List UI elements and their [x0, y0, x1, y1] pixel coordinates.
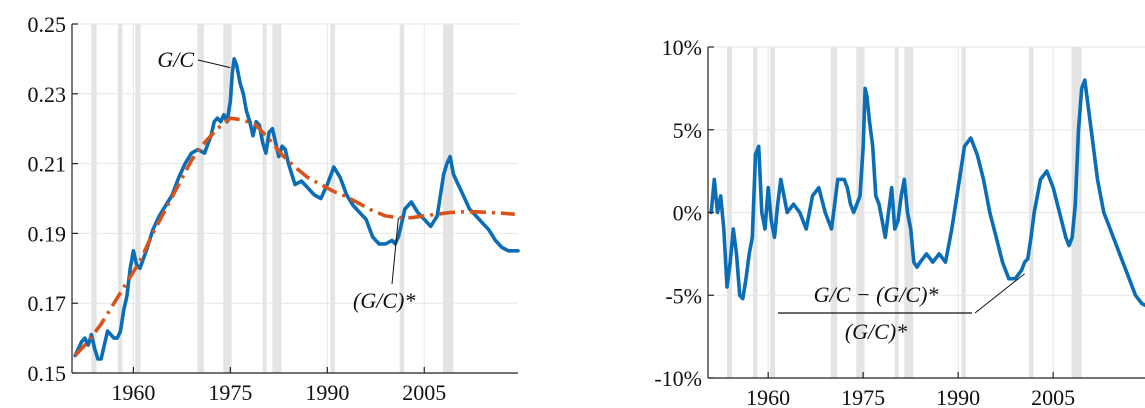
annotation-gc-label: G/C	[157, 47, 194, 72]
recession-band	[443, 24, 454, 373]
y-tick-label: -5%	[665, 283, 702, 308]
recession-band	[117, 24, 123, 373]
y-tick-label: 0.21	[28, 152, 67, 177]
x-tick-label: 1990	[936, 385, 980, 408]
x-tick-label: 1975	[208, 380, 252, 405]
annotation-leader-trend	[391, 217, 399, 285]
x-tick-label: 1960	[111, 380, 155, 405]
annotation-leader-gap	[974, 273, 1025, 314]
x-tick-label: 2005	[402, 380, 446, 405]
recession-band	[223, 24, 232, 373]
right-chart-gc-gap: -10% -5% 0% 5% 10% 1960 1975 1990 2005 G/C − (G/C…	[654, 35, 1145, 408]
y-tick-label: 0%	[673, 201, 702, 226]
y-tick-label: 0.17	[28, 291, 67, 316]
y-tick-label: 0.23	[28, 82, 67, 107]
recession-band	[272, 24, 282, 373]
annotation-fraction-numerator: G/C − (G/C)*	[814, 282, 939, 307]
recession-band	[262, 24, 267, 373]
x-tick-label: 1960	[746, 385, 790, 408]
recession-band	[197, 24, 204, 373]
y-tick-label: -10%	[654, 366, 702, 391]
left-chart-gc-ratio: 0.15 0.17 0.19 0.21 0.23 0.25 1960 1975 1990 2005…	[28, 12, 520, 405]
recession-band	[399, 24, 405, 373]
y-tick-label: 0.19	[28, 221, 67, 246]
series-line-gap	[709, 78, 1145, 308]
x-tick-label: 2005	[1031, 385, 1075, 408]
y-tick-label: 5%	[673, 118, 702, 143]
y-tick-label: 10%	[662, 35, 702, 60]
x-tick-label: 1975	[841, 385, 885, 408]
recession-band	[135, 24, 141, 373]
annotation-trend-label: (G/C)*	[353, 288, 415, 313]
recession-band	[330, 24, 336, 373]
annotation-fraction-denominator: (G/C)*	[845, 319, 907, 344]
y-tick-label: 0.25	[28, 12, 67, 37]
series-line-actual	[73, 57, 520, 361]
annotation-leader-gc	[197, 59, 231, 69]
x-tick-label: 1990	[305, 380, 349, 405]
recession-band	[91, 24, 97, 373]
series-line-trend	[73, 116, 515, 357]
y-tick-label: 0.15	[28, 361, 67, 386]
